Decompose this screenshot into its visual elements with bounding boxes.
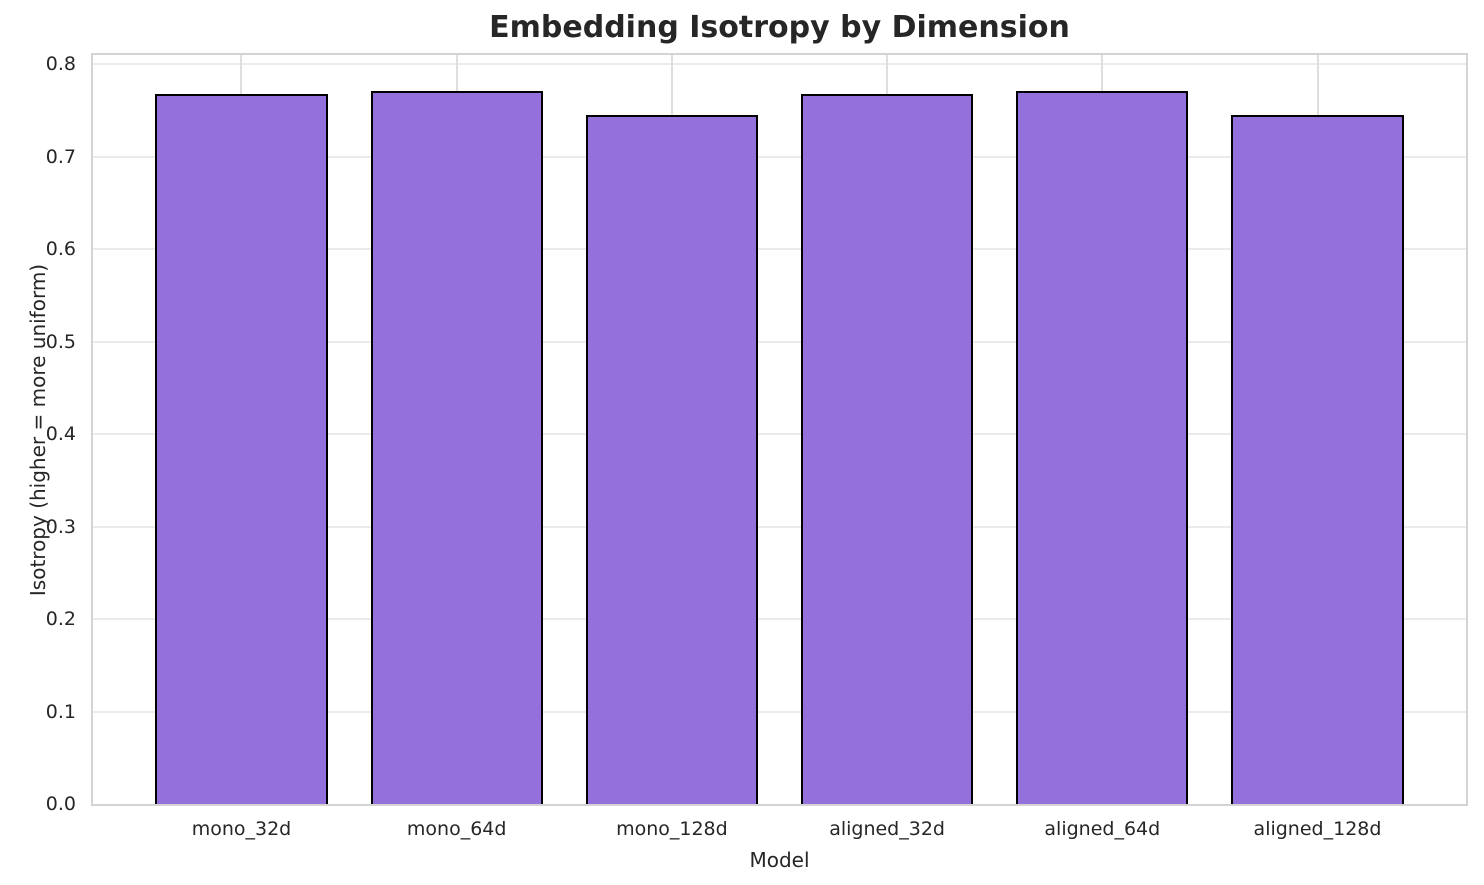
bar-mono_32d xyxy=(155,93,328,804)
x-tick-label-aligned_128d: aligned_128d xyxy=(1253,818,1382,840)
h-gridline xyxy=(93,433,1466,436)
h-gridline xyxy=(93,340,1466,343)
h-gridline xyxy=(93,63,1466,66)
h-gridline xyxy=(93,155,1466,158)
x-tick-label-aligned_64d: aligned_64d xyxy=(1044,818,1161,840)
bar-mono_64d xyxy=(370,91,543,804)
h-gridline xyxy=(93,525,1466,528)
y-tick-label: 0.0 xyxy=(45,793,76,815)
y-tick-label: 0.3 xyxy=(45,515,76,538)
x-tick-label-mono_128d: mono_128d xyxy=(616,818,728,840)
chart-title: Embedding Isotropy by Dimension xyxy=(489,10,1070,45)
bar-aligned_32d xyxy=(801,93,974,804)
x-tick-label-aligned_32d: aligned_32d xyxy=(829,818,945,840)
y-tick-label: 0.5 xyxy=(45,330,76,353)
x-tick-label-mono_32d: mono_32d xyxy=(191,818,292,840)
h-gridline xyxy=(93,710,1466,713)
bar-mono_128d xyxy=(585,115,758,804)
bar-aligned_128d xyxy=(1231,115,1404,804)
h-gridline xyxy=(93,618,1466,621)
y-tick-label: 0.2 xyxy=(45,608,76,631)
x-axis-label: Model xyxy=(749,848,810,872)
x-tick-label-mono_64d: mono_64d xyxy=(406,818,507,840)
y-tick-label: 0.6 xyxy=(45,238,76,261)
y-tick-label: 0.1 xyxy=(45,700,76,723)
plot-area xyxy=(91,53,1468,806)
y-tick-label: 0.4 xyxy=(45,423,76,446)
bar-aligned_64d xyxy=(1016,91,1189,804)
y-tick-label: 0.8 xyxy=(45,53,76,76)
h-gridline xyxy=(93,248,1466,251)
y-tick-label: 0.7 xyxy=(45,145,76,168)
